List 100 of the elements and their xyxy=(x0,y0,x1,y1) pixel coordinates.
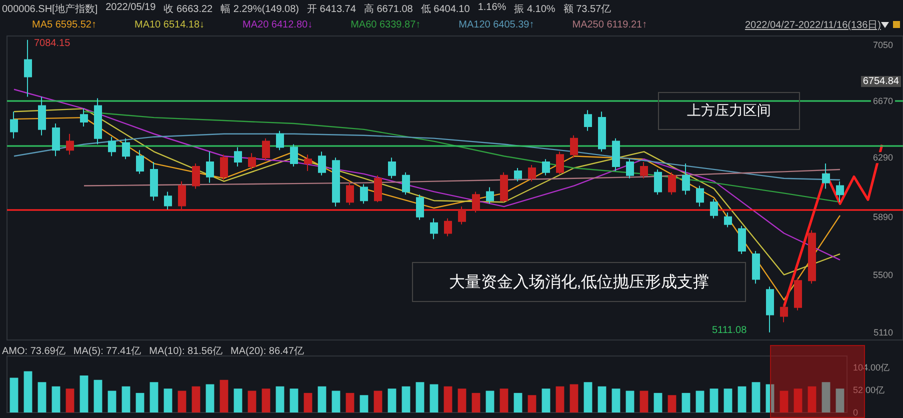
bar xyxy=(136,392,144,412)
annotation: MA(5): 77.41亿 xyxy=(73,345,142,358)
bar xyxy=(178,390,186,412)
bar xyxy=(304,392,312,412)
candlestick xyxy=(52,122,60,157)
candlestick xyxy=(570,134,578,158)
candlestick xyxy=(122,138,130,160)
bar xyxy=(584,382,592,412)
candlestick xyxy=(766,286,774,333)
text: 2022/05/19 xyxy=(106,2,156,15)
candlestick xyxy=(444,218,452,237)
y-tick-label: 5500 xyxy=(872,270,893,280)
bar xyxy=(52,386,60,412)
text: MA5 6595.52↑ xyxy=(32,20,96,30)
text: 额 73.57亿 xyxy=(563,2,612,16)
line-series xyxy=(13,116,841,301)
bar xyxy=(444,386,452,412)
candlestick xyxy=(486,186,494,204)
bar xyxy=(696,390,704,412)
candlestick xyxy=(360,184,368,204)
candlestick xyxy=(836,180,844,203)
text: MA250 6119.21↑ xyxy=(572,20,648,30)
candlestick xyxy=(318,151,326,176)
bar xyxy=(640,390,648,412)
bar xyxy=(262,388,270,412)
line-series xyxy=(83,168,841,186)
bar xyxy=(10,378,18,412)
candlestick xyxy=(66,133,74,156)
text: MA60 6339.87↑ xyxy=(350,20,421,30)
candlestick xyxy=(150,162,158,202)
bar xyxy=(612,388,620,412)
y-tick-label: 5890 xyxy=(872,212,893,222)
bar xyxy=(794,388,802,412)
candlestick xyxy=(556,151,564,174)
candlestick xyxy=(626,158,634,179)
bar xyxy=(290,388,298,412)
bar xyxy=(500,388,508,412)
bar xyxy=(626,390,634,412)
bar xyxy=(80,376,88,412)
candlestick xyxy=(206,151,214,184)
candlestick xyxy=(38,96,46,136)
candlestick xyxy=(654,168,662,196)
candlestick xyxy=(514,167,522,182)
bar xyxy=(528,395,536,412)
candlestick xyxy=(584,110,592,132)
candlestick xyxy=(430,218,438,240)
candlestick xyxy=(724,212,732,228)
bar xyxy=(108,390,116,412)
candlestick xyxy=(290,144,298,167)
text: MA10 6514.18↓ xyxy=(134,20,205,30)
candlestick xyxy=(794,277,802,311)
bar xyxy=(822,382,830,412)
bar xyxy=(668,395,676,412)
line-series xyxy=(13,88,841,261)
candlestick xyxy=(416,194,424,220)
bar xyxy=(780,390,788,412)
bar xyxy=(654,392,662,412)
bar xyxy=(738,386,746,412)
bar xyxy=(234,388,242,412)
candlestick xyxy=(388,157,396,179)
candlestick xyxy=(640,162,648,179)
bar xyxy=(38,382,46,412)
bar xyxy=(836,388,844,412)
text: 幅 2.29%(149.08) xyxy=(220,3,299,16)
candlestick xyxy=(304,154,312,172)
candlestick xyxy=(262,138,270,162)
candlestick xyxy=(528,164,536,182)
bar xyxy=(724,388,732,412)
y-tick-label: 5110 xyxy=(874,328,893,338)
bar xyxy=(122,386,130,412)
candlestick xyxy=(80,108,88,127)
candlestick xyxy=(668,172,676,196)
bar xyxy=(710,388,718,412)
candlestick xyxy=(696,185,704,208)
candlestick xyxy=(822,163,830,190)
candlestick xyxy=(108,136,116,157)
candlestick xyxy=(164,191,172,210)
bar xyxy=(556,386,564,412)
bar xyxy=(682,392,690,412)
candlestick xyxy=(752,250,760,284)
y-tick-label: 7050 xyxy=(872,40,893,50)
candlestick xyxy=(780,304,788,323)
candlestick xyxy=(332,157,340,208)
text: 1.16% xyxy=(478,2,506,15)
y-tick-label: 6670 xyxy=(872,96,893,106)
candlestick xyxy=(374,174,382,203)
bar xyxy=(458,388,466,412)
bar xyxy=(766,384,774,412)
bar xyxy=(318,386,326,412)
candlestick xyxy=(808,230,816,284)
text: 振 4.10% xyxy=(514,3,556,16)
bar xyxy=(402,386,410,412)
bar xyxy=(416,382,424,412)
text: 开 6413.74 xyxy=(307,3,356,16)
annotation: AMO: 73.69亿 xyxy=(2,345,66,358)
candlestick xyxy=(24,39,32,98)
bar xyxy=(332,390,340,412)
text: MA20 6412.80↓ xyxy=(242,20,313,30)
bar xyxy=(514,392,522,412)
bar xyxy=(192,386,200,412)
